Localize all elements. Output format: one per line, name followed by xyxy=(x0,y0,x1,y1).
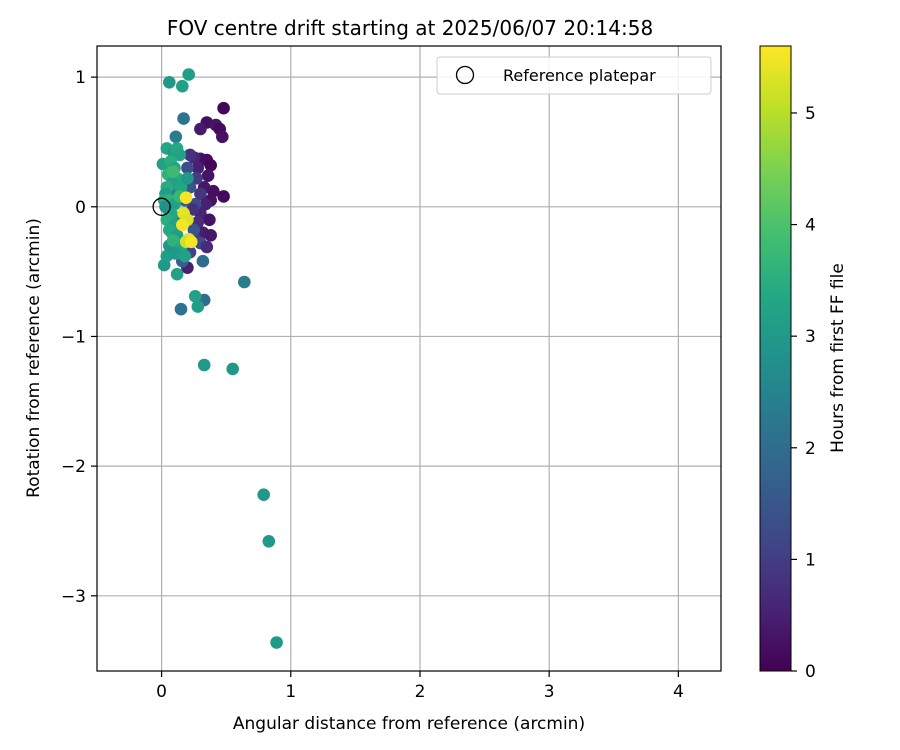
y-axis-label: Rotation from reference (arcmin) xyxy=(24,218,44,498)
scatter-point xyxy=(166,165,180,179)
colorbar: 0 1 2 3 4 5 Hours from first FF file xyxy=(759,45,848,682)
scatter-point xyxy=(183,148,197,162)
plot-background xyxy=(97,46,721,671)
y-tick-label: −3 xyxy=(61,587,86,607)
chart-title: FOV centre drift starting at 2025/06/07 … xyxy=(167,16,653,40)
x-tick-label: 2 xyxy=(415,682,426,702)
scatter-point xyxy=(166,234,180,247)
x-tick-label: 1 xyxy=(285,682,296,702)
scatter-point xyxy=(270,636,283,649)
plot-frame xyxy=(96,45,722,672)
legend: Reference platepar xyxy=(436,56,712,95)
colorbar-tick-label: 2 xyxy=(805,439,816,459)
scatter-point xyxy=(257,488,271,502)
scatter-point xyxy=(196,254,210,268)
scatter-point xyxy=(262,535,276,548)
x-tick-label: 4 xyxy=(673,682,684,702)
colorbar-tick-label: 1 xyxy=(805,550,816,570)
scatter-point xyxy=(191,161,205,175)
scatter-point xyxy=(204,229,217,242)
scatter-point xyxy=(190,172,203,185)
scatter-point xyxy=(169,130,183,144)
legend-entry-label: Reference platepar xyxy=(503,66,656,85)
scatter-point xyxy=(181,161,194,175)
scatter-point xyxy=(174,302,188,316)
scatter-point xyxy=(159,200,172,214)
scatter-point xyxy=(217,190,230,203)
scatter-point xyxy=(179,191,193,204)
y-tick-label: 1 xyxy=(75,68,86,88)
scatter-point xyxy=(182,68,195,81)
colorbar-tick-label: 3 xyxy=(805,327,816,347)
y-tick-label: −2 xyxy=(61,457,86,477)
x-tick-label: 3 xyxy=(544,682,555,702)
scatter-point xyxy=(181,172,194,185)
scatter-point xyxy=(200,240,214,254)
x-axis-label: Angular distance from reference (arcmin) xyxy=(233,714,585,734)
scatter-point xyxy=(176,218,189,232)
x-tick-label: 0 xyxy=(156,682,167,702)
colorbar-tick-label: 5 xyxy=(805,104,816,124)
scatter-point xyxy=(177,112,190,125)
scatter-point xyxy=(163,76,176,89)
scatter-point xyxy=(204,159,217,172)
y-tick-label: −1 xyxy=(61,327,86,347)
y-tick-label: 0 xyxy=(75,198,86,218)
reference-platepar-marker xyxy=(152,197,171,216)
scatter-point xyxy=(197,358,211,372)
y-axis-ticks: −3 −2 −1 0 1 xyxy=(61,68,97,607)
scatter-point xyxy=(194,187,207,201)
colorbar-label: Hours from first FF file xyxy=(828,263,848,453)
scatter-point xyxy=(173,148,186,162)
scatter-point xyxy=(185,235,198,249)
scatter-point xyxy=(203,213,216,227)
scatter-point xyxy=(178,249,192,263)
scatter-point xyxy=(188,290,202,303)
colorbar-tick-label: 0 xyxy=(805,662,816,682)
scatter-point xyxy=(201,169,215,182)
scatter-point xyxy=(176,79,189,93)
scatter-point xyxy=(191,300,205,313)
scatter-point xyxy=(238,275,251,289)
scatter-point xyxy=(216,130,229,144)
colorbar-ticks: 0 1 2 3 4 5 xyxy=(791,104,816,682)
scatter-points xyxy=(156,68,283,649)
plot-area xyxy=(96,45,722,672)
x-axis-ticks: 0 1 2 3 4 xyxy=(156,671,684,702)
scatter-point xyxy=(194,122,207,136)
scatter-point xyxy=(217,101,230,115)
colorbar-gradient xyxy=(759,45,792,672)
colorbar-tick-label: 4 xyxy=(805,216,816,236)
scatter-point xyxy=(226,362,239,376)
scatter-point xyxy=(170,267,184,281)
legend-box xyxy=(436,56,712,95)
legend-open-circle-icon xyxy=(455,65,475,85)
